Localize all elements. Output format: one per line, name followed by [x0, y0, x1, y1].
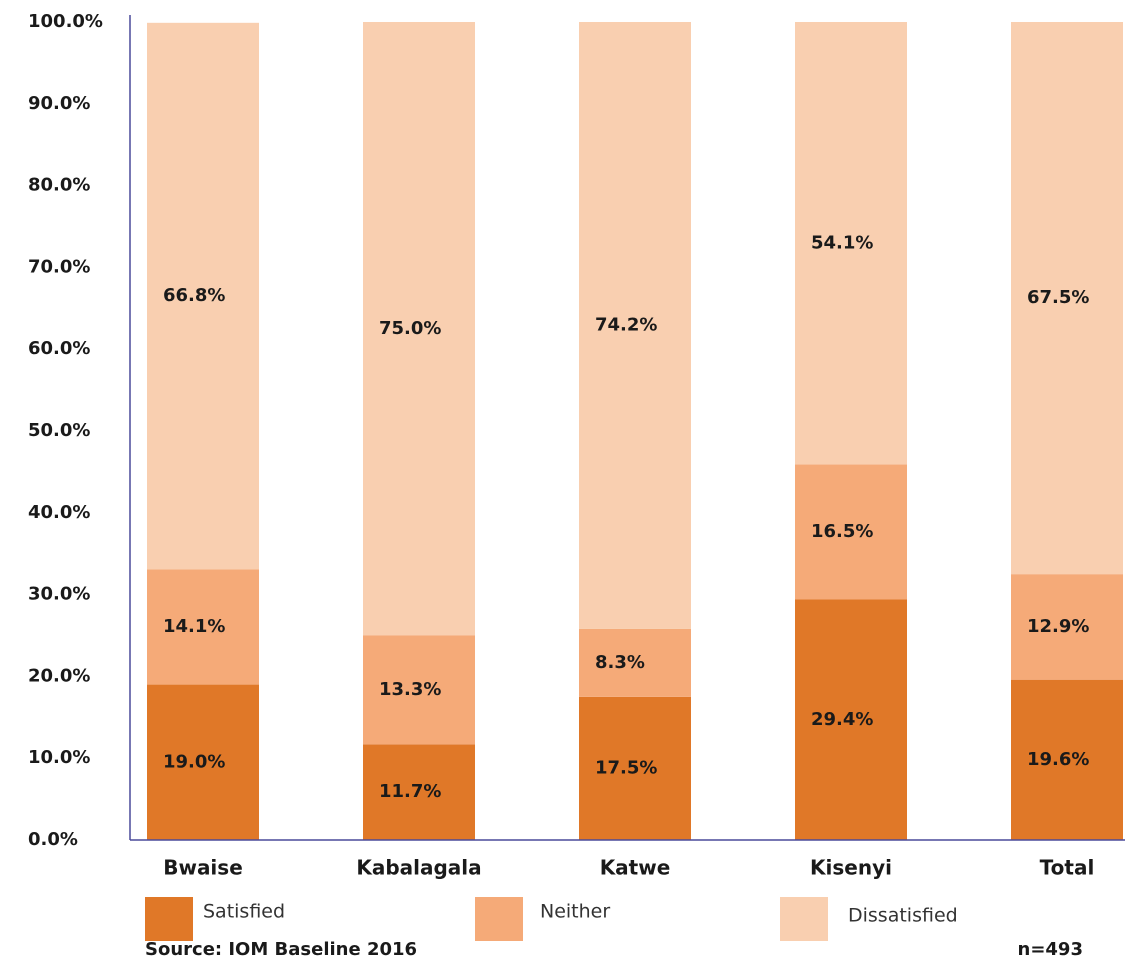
legend-swatch [780, 897, 828, 941]
legend-label: Neither [540, 901, 610, 923]
x-tick-label: Total [1040, 856, 1095, 880]
bar-segment [363, 744, 475, 840]
x-tick-label: Katwe [600, 856, 671, 880]
data-label: 12.9% [1027, 616, 1089, 637]
data-label: 14.1% [163, 616, 225, 637]
bar-segment [363, 22, 475, 636]
y-tick-label: 100.0% [28, 11, 103, 32]
data-label: 19.0% [163, 751, 225, 772]
bar-segment [147, 22, 259, 570]
x-tick-label: Kisenyi [810, 856, 892, 880]
bar-segment [1011, 679, 1123, 840]
bar-segment [795, 464, 907, 600]
y-tick-label: 80.0% [28, 175, 90, 196]
data-label: 66.8% [163, 285, 225, 306]
data-label: 75.0% [379, 318, 441, 339]
data-label: 17.5% [595, 757, 657, 778]
data-label: 11.7% [379, 781, 441, 802]
x-tick-label: Kabalagala [356, 856, 481, 880]
data-label: 19.6% [1027, 749, 1089, 770]
y-tick-label: 10.0% [28, 747, 90, 768]
y-tick-label: 0.0% [28, 829, 78, 850]
source: Source: IOM Baseline 2016 [145, 939, 417, 960]
bar-segment [147, 684, 259, 840]
data-label: 16.5% [811, 521, 873, 542]
data-label: 13.3% [379, 679, 441, 700]
legend-swatch [475, 897, 523, 941]
sample-size: n=493 [1018, 939, 1083, 960]
bar-segment [579, 628, 691, 697]
bar-segment [147, 569, 259, 685]
legend-label: Satisfied [203, 901, 285, 923]
data-label: 74.2% [595, 314, 657, 335]
legend-label: Dissatisfied [848, 905, 958, 927]
data-label: 67.5% [1027, 287, 1089, 308]
y-tick-label: 40.0% [28, 502, 90, 523]
bar-segment [1011, 22, 1123, 575]
y-tick-label: 70.0% [28, 256, 90, 277]
bar-segment [363, 635, 475, 745]
y-tick-label: 60.0% [28, 338, 90, 359]
y-tick-label: 30.0% [28, 584, 90, 605]
bar-segment [795, 22, 907, 465]
bar-segment [795, 599, 907, 840]
data-label: 29.4% [811, 709, 873, 730]
y-tick-label: 20.0% [28, 665, 90, 686]
y-tick-label: 50.0% [28, 420, 90, 441]
bar-segment [579, 22, 691, 629]
legend-swatch [145, 897, 193, 941]
bar-segment [1011, 574, 1123, 680]
data-label: 54.1% [811, 232, 873, 253]
x-tick-label: Bwaise [163, 856, 243, 880]
y-tick-label: 90.0% [28, 93, 90, 114]
data-label: 8.3% [595, 652, 645, 673]
bar-segment [579, 696, 691, 840]
